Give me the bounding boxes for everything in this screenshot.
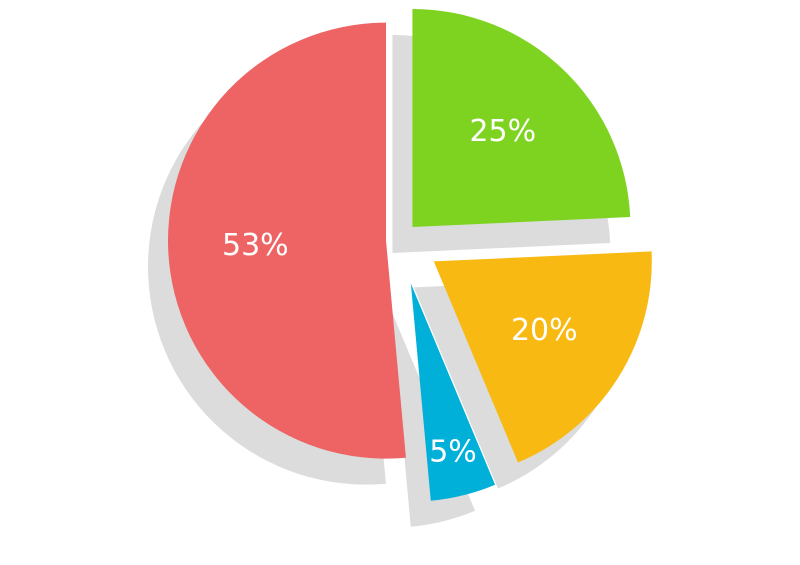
data-label: 25%: [469, 114, 536, 149]
data-label: 5%: [429, 434, 477, 469]
data-label: 20%: [511, 313, 578, 348]
pie-slice: [410, 283, 496, 501]
slices: 25% 20% 5% 53%: [168, 8, 652, 501]
data-label: 53%: [222, 228, 289, 263]
pie-slice: [168, 22, 406, 459]
pie-slice: [433, 251, 652, 463]
pie-slice: [412, 8, 631, 227]
